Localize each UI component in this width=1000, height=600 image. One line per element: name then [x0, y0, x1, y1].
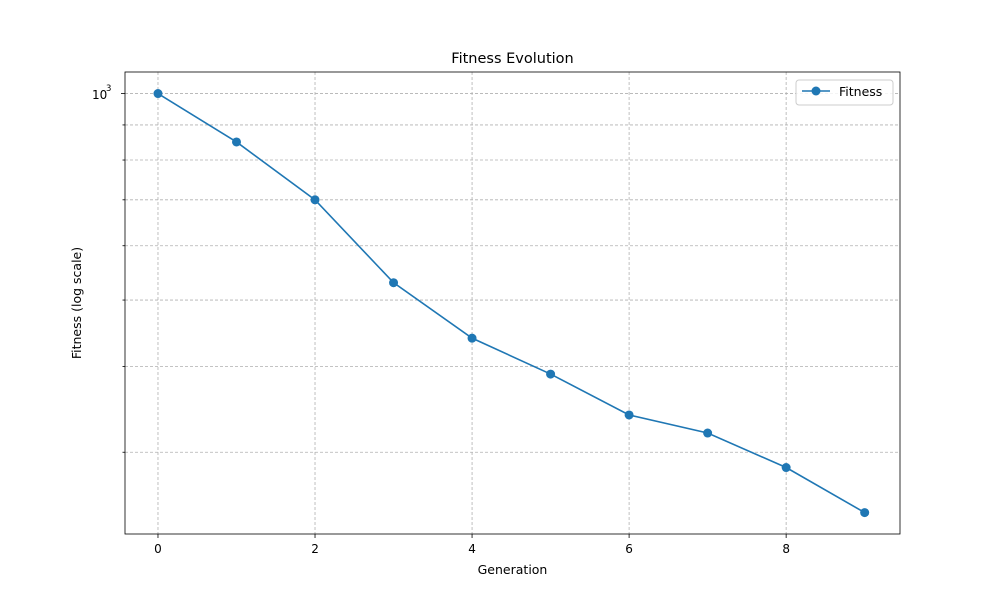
data-point: [467, 333, 477, 343]
plot-frame: [124, 71, 901, 535]
x-axis: 0 2 4 6 8: [154, 534, 790, 556]
x-tick-label: 2: [311, 542, 319, 556]
data-point: [781, 463, 791, 473]
x-tick-label: 0: [154, 542, 162, 556]
x-tick-label: 6: [625, 542, 633, 556]
y-axis: [121, 93, 125, 453]
x-tick-label: 4: [468, 542, 476, 556]
data-point: [703, 428, 713, 438]
x-tick-label: 8: [782, 542, 790, 556]
legend-entry-fitness: Fitness: [839, 84, 882, 99]
data-point: [546, 369, 556, 379]
legend-marker: [811, 86, 821, 96]
data-point: [153, 89, 163, 99]
legend-box: [795, 79, 894, 106]
x-axis-label: Generation: [478, 562, 548, 577]
data-point: [389, 278, 399, 288]
chart-title: Fitness Evolution: [451, 51, 573, 67]
y-axis-label: Fitness (log scale): [69, 247, 84, 359]
data-point: [231, 137, 241, 147]
series-line-fitness: [157, 92, 866, 514]
y-tick-label-1000: 10 3: [92, 84, 111, 102]
series-layer: [153, 89, 870, 518]
legend: Fitness: [795, 79, 894, 106]
data-point: [624, 410, 634, 420]
data-point: [860, 508, 870, 518]
data-point: [310, 195, 320, 205]
y-tick-label-exponent: 3: [106, 84, 111, 94]
y-tick-label-base: 10: [92, 88, 107, 102]
grid: [125, 72, 900, 534]
